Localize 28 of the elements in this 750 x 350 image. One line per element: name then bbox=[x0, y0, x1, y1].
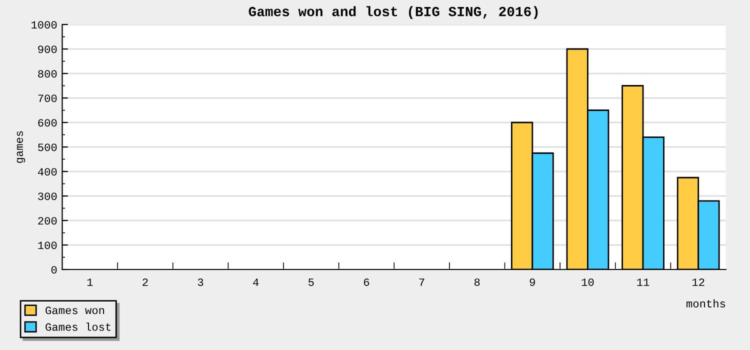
x-axis-title: months bbox=[686, 299, 726, 308]
legend-label: Games won bbox=[46, 306, 104, 314]
y-tick-label: 500 bbox=[38, 144, 57, 152]
x-tick-label: 1 bbox=[87, 278, 93, 286]
x-tick-label: 12 bbox=[692, 278, 704, 286]
y-tick-label: 600 bbox=[38, 119, 57, 127]
y-tick-label: 300 bbox=[38, 192, 57, 200]
x-tick-label: 3 bbox=[198, 278, 204, 286]
y-tick-label: 400 bbox=[38, 168, 57, 176]
y-tick-label: 200 bbox=[38, 217, 57, 225]
y-tick-label: 700 bbox=[38, 94, 57, 102]
x-tick-label: 11 bbox=[637, 278, 650, 286]
x-tick-label: 5 bbox=[308, 278, 314, 286]
x-tick-label: 4 bbox=[253, 278, 259, 286]
x-tick-label: 9 bbox=[530, 278, 535, 286]
y-tick-label: 800 bbox=[38, 70, 57, 78]
legend-label: Games lost bbox=[46, 322, 111, 331]
y-tick-label: 900 bbox=[38, 46, 57, 54]
y-tick-label: 100 bbox=[38, 242, 57, 250]
x-tick-label: 6 bbox=[364, 278, 370, 286]
y-tick-label: 1000 bbox=[32, 21, 57, 29]
x-tick-label: 2 bbox=[142, 278, 148, 286]
y-axis-title: games bbox=[16, 131, 26, 163]
y-tick-label: 0 bbox=[51, 266, 57, 274]
x-tick-label: 7 bbox=[419, 278, 424, 286]
chart-title: Games won and lost (BIG SING, 2016) bbox=[248, 6, 538, 20]
x-tick-label: 10 bbox=[582, 278, 594, 286]
x-tick-label: 8 bbox=[474, 278, 480, 286]
